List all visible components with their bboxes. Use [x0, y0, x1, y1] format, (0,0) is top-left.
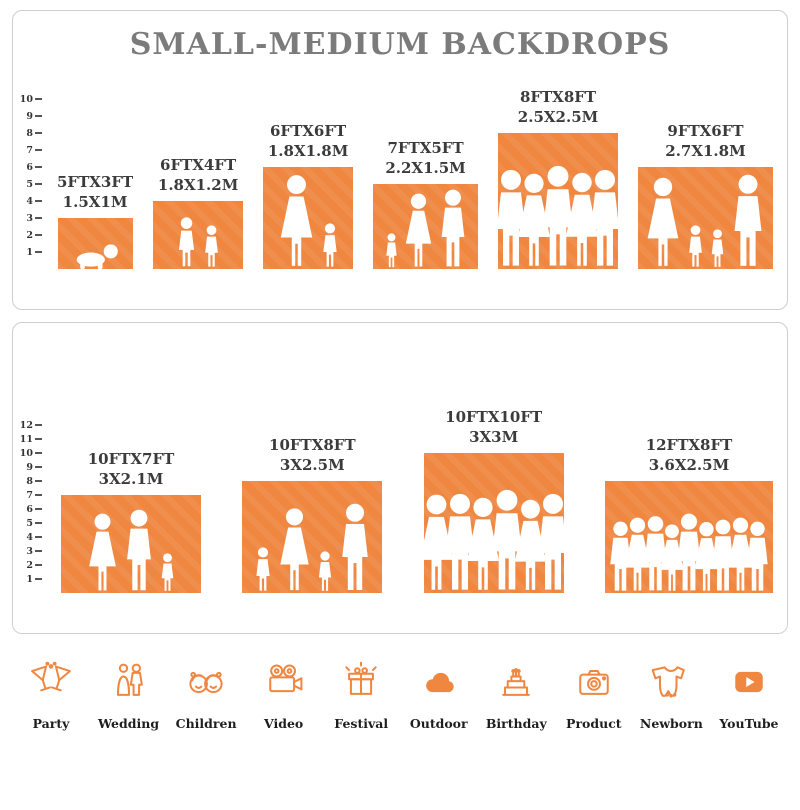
- backdrop-bar: [57, 218, 133, 269]
- category-label: Birthday: [485, 716, 547, 731]
- backdrop-10ftx7ft: 10FTX7FT 3X2.1M: [61, 450, 201, 593]
- product-icon: [572, 660, 616, 708]
- panel-large: 1 2 3 4 5 6 7 8 9 10 11 12 10FTX7FT 3X2.1M 10FTX8FT…: [12, 322, 788, 634]
- category-label: Party: [32, 716, 70, 731]
- category-party: Party: [14, 660, 88, 731]
- panel-small-medium: SMALL-MEDIUM BACKDROPS 1 2 3 4 5 6 7 8 9 10 5FTX3…: [12, 10, 788, 310]
- category-label: Newborn: [639, 716, 703, 731]
- size-label: 6FTX6FT 1.8X1.8M: [267, 122, 349, 160]
- backdrop-10ftx10ft: 10FTX10FT 3X3M: [423, 408, 564, 593]
- backdrop-12ftx8ft: 12FTX8FT 3.6X2.5M: [604, 436, 773, 593]
- people-silhouette: [424, 453, 564, 593]
- wedding-icon: [107, 660, 151, 708]
- category-birthday: Birthday: [479, 660, 553, 731]
- newborn-icon: [649, 660, 693, 708]
- category-outdoor: Outdoor: [402, 660, 476, 731]
- size-label: 7FTX5FT 2.2X1.5M: [385, 139, 466, 177]
- category-label: Product: [566, 716, 622, 731]
- category-label: Wedding: [98, 716, 160, 731]
- size-label: 10FTX7FT 3X2.1M: [87, 450, 175, 488]
- backdrop-bar: [153, 201, 244, 269]
- children-icon: [184, 660, 228, 708]
- backdrop-6ftx6ft: 6FTX6FT 1.8X1.8M: [263, 122, 354, 269]
- category-product: Product: [557, 660, 631, 731]
- category-label: Festival: [334, 716, 389, 731]
- backdrop-5ftx3ft: 5FTX3FT 1.5X1M: [57, 173, 133, 269]
- category-children: Children: [169, 660, 243, 731]
- party-icon: [29, 660, 73, 708]
- backdrop-9ftx6ft: 9FTX6FT 2.7X1.8M: [637, 122, 773, 269]
- category-festival: Festival: [324, 660, 398, 731]
- backdrop-bar: [263, 167, 354, 269]
- category-youtube: YouTube: [712, 660, 786, 731]
- people-silhouette: [638, 167, 773, 269]
- video-icon: [262, 660, 306, 708]
- backdrop-10ftx8ft: 10FTX8FT 3X2.5M: [242, 436, 383, 593]
- festival-icon: [339, 660, 383, 708]
- people-silhouette: [242, 481, 382, 593]
- people-silhouette: [61, 495, 201, 593]
- backdrop-bar: [423, 453, 564, 593]
- backdrop-bar: [498, 133, 619, 269]
- backdrop-bar: [242, 481, 383, 593]
- category-label: Video: [264, 716, 304, 731]
- size-label: 8FTX8FT 2.5X2.5M: [517, 88, 599, 126]
- backdrop-bar: [61, 495, 201, 593]
- category-video: Video: [247, 660, 321, 731]
- backdrop-bar: [637, 167, 773, 269]
- people-silhouette: [263, 167, 353, 269]
- ruler-scale-bottom: 1 2 3 4 5 6 7 8 9 10 11 12: [19, 417, 47, 593]
- backdrop-bar: [604, 481, 773, 593]
- people-silhouette: [58, 218, 133, 269]
- page-title: SMALL-MEDIUM BACKDROPS: [129, 27, 671, 62]
- people-silhouette: [605, 481, 773, 593]
- youtube-icon: [727, 660, 771, 708]
- backdrop-7ftx5ft: 7FTX5FT 2.2X1.5M: [373, 139, 479, 269]
- category-label: Children: [175, 716, 237, 731]
- backdrop-8ftx8ft: 8FTX8FT 2.5X2.5M: [498, 88, 619, 269]
- backdrop-6ftx4ft: 6FTX4FT 1.8X1.2M: [153, 156, 244, 269]
- size-label: 10FTX10FT 3X3M: [445, 408, 543, 446]
- category-label: YouTube: [719, 716, 779, 731]
- category-row: Party Wedding Children: [14, 660, 786, 731]
- category-newborn: Newborn: [634, 660, 708, 731]
- category-wedding: Wedding: [92, 660, 166, 731]
- people-silhouette: [498, 133, 618, 269]
- backdrop-bar: [373, 184, 479, 269]
- category-label: Outdoor: [409, 716, 468, 731]
- size-label: 9FTX6FT 2.7X1.8M: [665, 122, 746, 160]
- bars-row-bottom: 10FTX7FT 3X2.1M 10FTX8FT 3X2.5M: [61, 408, 773, 593]
- size-label: 5FTX3FT 1.5X1M: [57, 173, 134, 211]
- outdoor-icon: [417, 660, 461, 708]
- birthday-icon: [494, 660, 538, 708]
- size-label: 12FTX8FT 3.6X2.5M: [645, 436, 733, 474]
- people-silhouette: [153, 201, 243, 269]
- size-label: 10FTX8FT 3X2.5M: [269, 436, 356, 474]
- size-label: 6FTX4FT 1.8X1.2M: [157, 156, 239, 194]
- ruler-scale-top: 1 2 3 4 5 6 7 8 9 10: [19, 91, 47, 269]
- bars-row-top: 5FTX3FT 1.5X1M 6FTX4FT 1.8X1.2M: [57, 88, 773, 269]
- people-silhouette: [373, 184, 478, 269]
